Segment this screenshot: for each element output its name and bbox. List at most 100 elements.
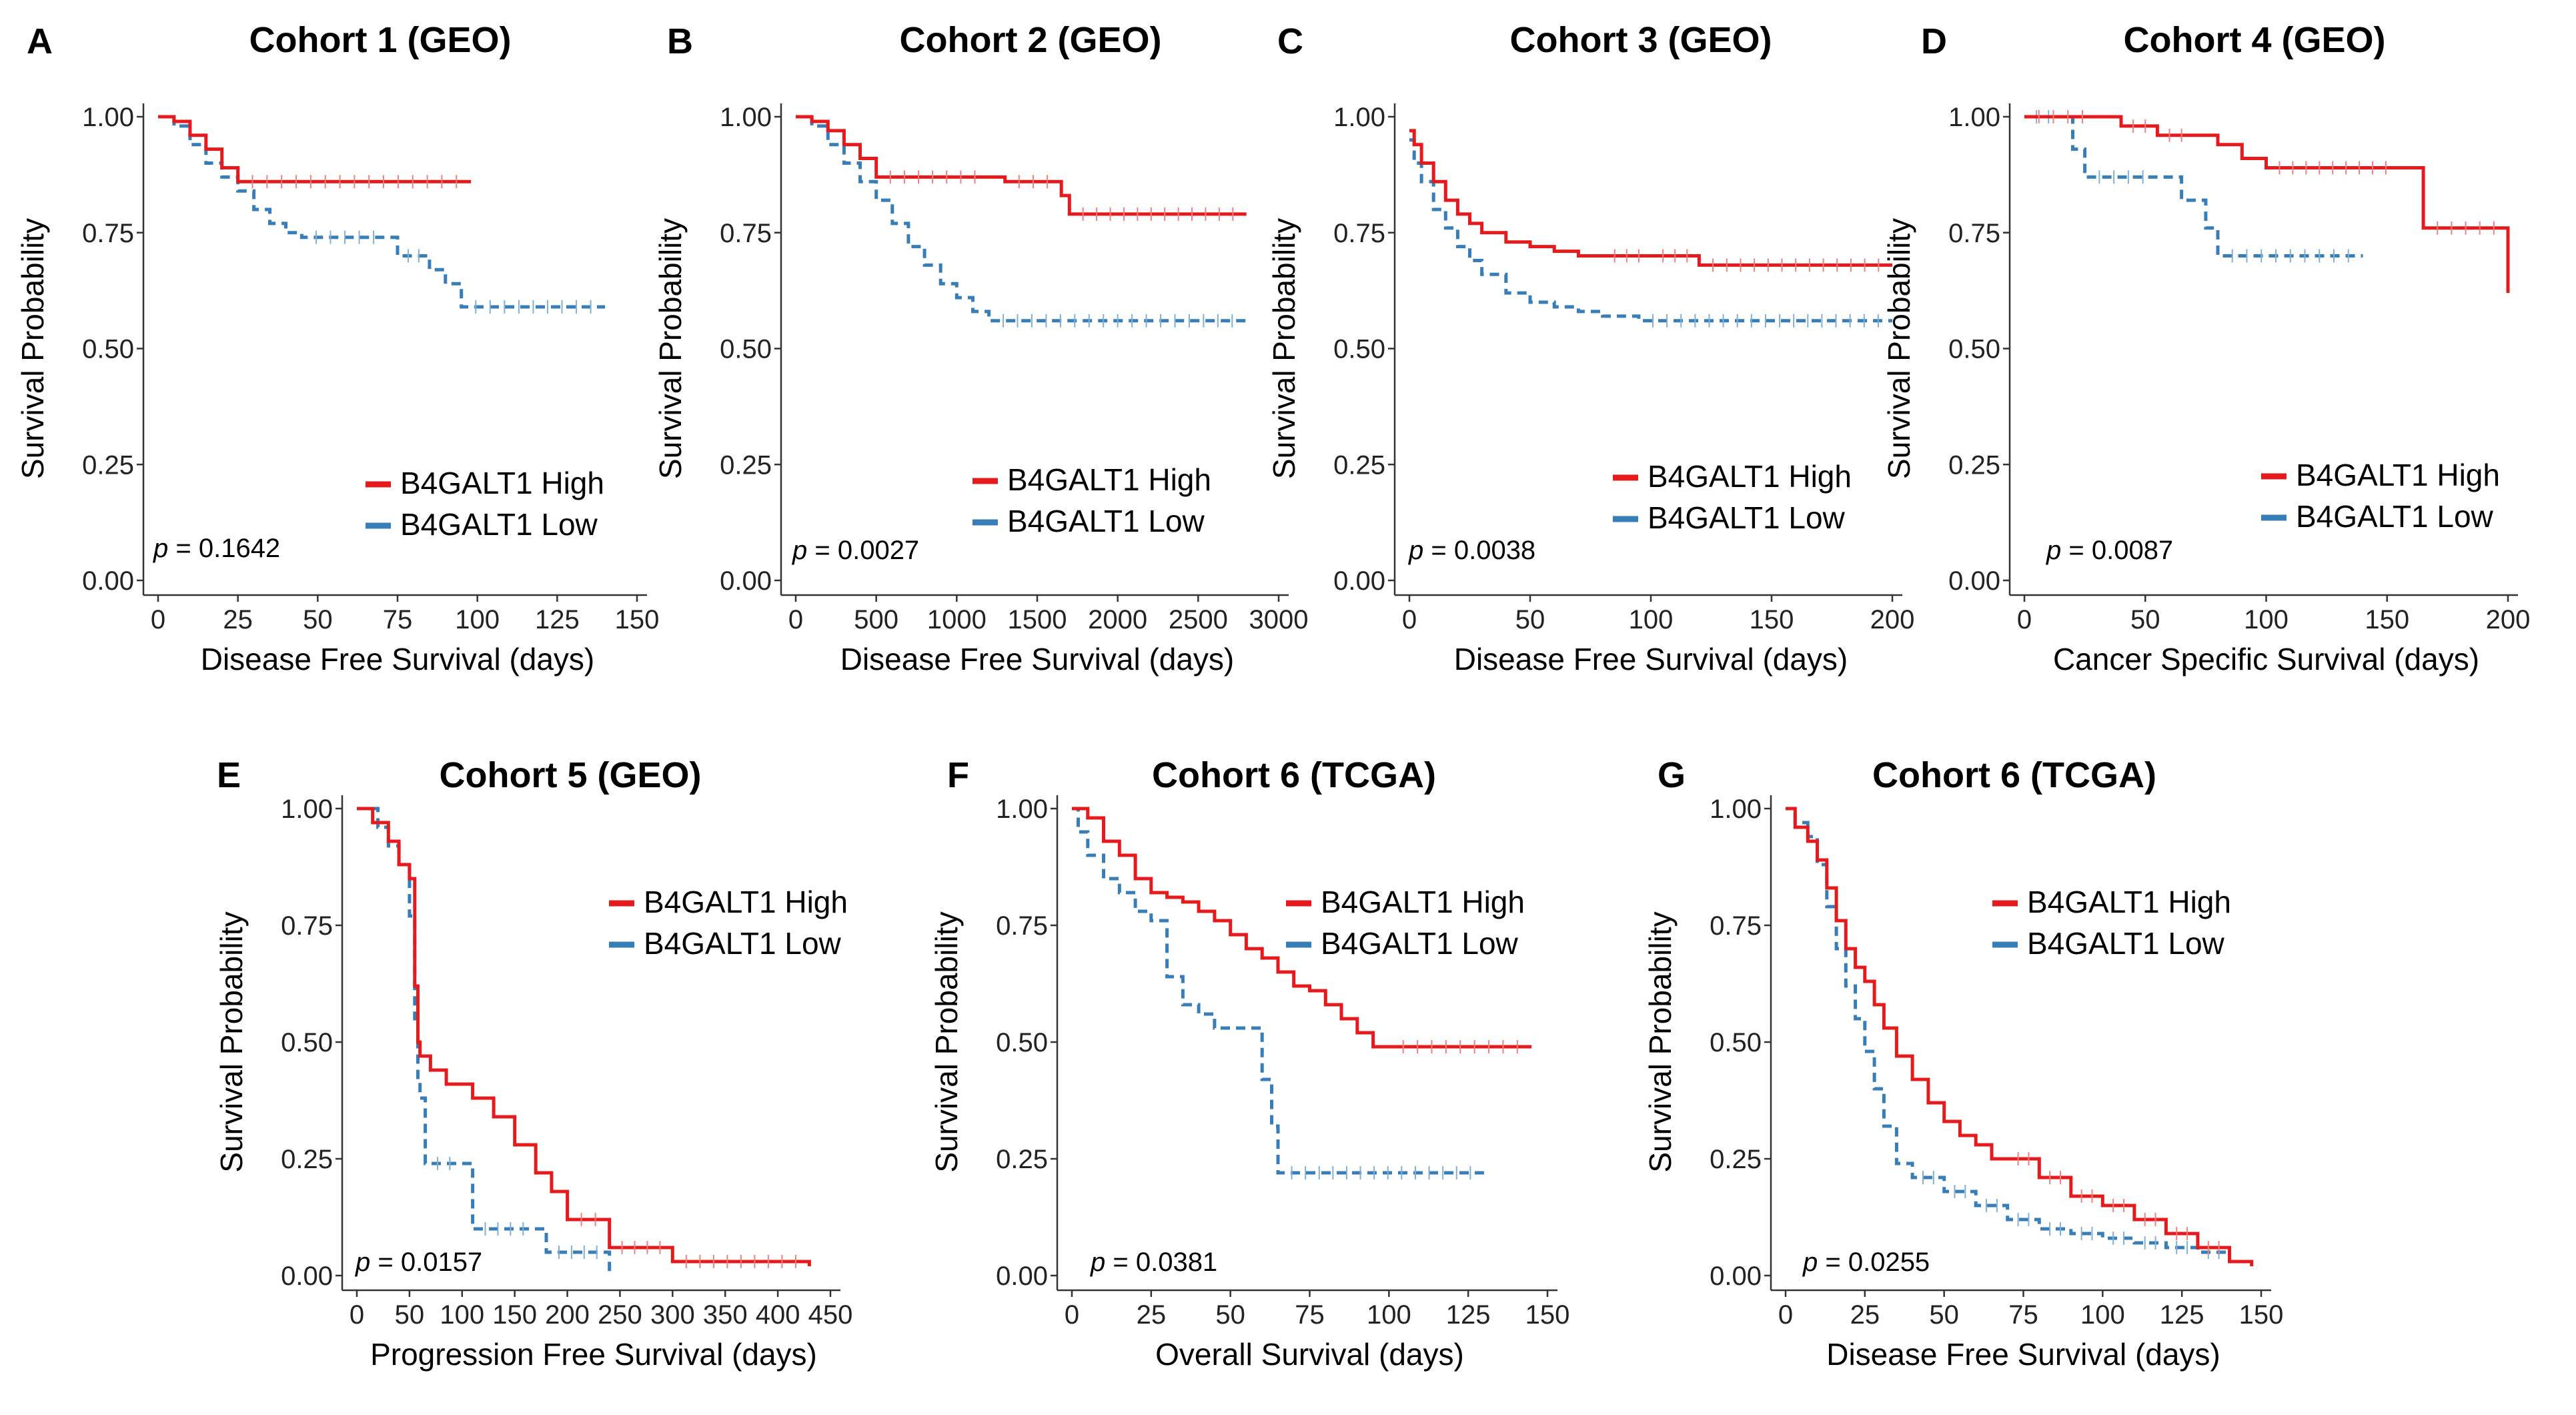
x-tick-label: 400 [756,1300,800,1330]
panel-letter: G [1658,755,1686,795]
x-tick-label: 150 [615,605,660,634]
legend-label-high: B4GALT1 High [400,466,604,500]
y-tick-label: 0.25 [720,450,772,480]
x-tick-label: 250 [598,1300,642,1330]
x-axis-label: Disease Free Survival (days) [1826,1337,2220,1372]
y-tick-label: 0.75 [720,219,772,248]
x-tick-label: 200 [1870,605,1915,634]
y-tick-label: 0.25 [82,450,134,480]
p-symbol: p [1090,1248,1105,1277]
y-axis-label: Survival Probability [1267,218,1301,479]
legend: B4GALT1 High B4GALT1 Low [1286,885,1525,961]
p-symbol: p [153,534,168,563]
x-tick-label: 100 [1367,1300,1411,1330]
p-value-text: p = 0.0381 [1090,1248,1217,1277]
panel-c: C Cohort 3 (GEO) 0.00 0.25 0.50 0.75 1.00 0 50 10… [1267,20,1914,676]
chart-title: Cohort 4 (GEO) [2124,20,2386,60]
x-tick-label: 100 [2244,605,2289,634]
y-tick-label: 0.00 [281,1262,333,1291]
panel-letter: E [217,755,241,795]
y-tick-label: 0.50 [1948,335,2000,364]
legend: B4GALT1 High B4GALT1 Low [1992,885,2231,961]
x-tick-label: 150 [2239,1300,2284,1330]
y-axis-label: Survival Probability [929,911,964,1172]
series-high-curve [2024,115,2510,294]
x-tick-label: 50 [303,605,333,634]
series-low-curve [1786,807,2231,1262]
panel-letter: B [667,21,693,61]
y-tick-label: 0.50 [281,1028,333,1057]
x-tick-label: 450 [808,1300,853,1330]
y-tick-label: 1.00 [1333,103,1385,132]
y-tick-label: 0.00 [720,566,772,596]
x-tick-label: 0 [1065,1300,1079,1330]
x-tick-label: 50 [1215,1300,1245,1330]
x-axis-label: Cancer Specific Survival (days) [2053,642,2479,676]
x-tick-label: 100 [440,1300,484,1330]
x-tick-label: 50 [1929,1300,1959,1330]
series-low-curve [357,807,612,1276]
y-tick-label: 0.50 [996,1028,1048,1057]
x-tick-label: 125 [1446,1300,1491,1330]
x-axis-label: Overall Survival (days) [1155,1337,1464,1372]
y-tick-label: 0.50 [82,335,134,364]
legend: B4GALT1 High B4GALT1 Low [1613,459,1852,535]
x-tick-label: 300 [650,1300,695,1330]
panel-letter: F [947,755,969,795]
legend-label-high: B4GALT1 High [1321,885,1525,919]
x-tick-label: 75 [2008,1300,2038,1330]
p-value: = 0.0157 [370,1248,482,1277]
x-tick-label: 1000 [927,605,987,634]
p-value: = 0.0087 [2061,536,2173,565]
x-tick-label: 0 [151,605,165,634]
legend: B4GALT1 High B4GALT1 Low [973,462,1211,538]
x-tick-label: 125 [535,605,580,634]
x-tick-label: 150 [1750,605,1794,634]
legend-label-low: B4GALT1 Low [1007,504,1205,538]
p-value-text: p = 0.1642 [153,534,280,563]
y-tick-label: 0.00 [82,566,134,596]
x-axis-label: Disease Free Survival (days) [840,642,1235,676]
y-tick-label: 1.00 [281,795,333,824]
x-tick-label: 350 [703,1300,748,1330]
legend-label-low: B4GALT1 Low [1321,926,1519,961]
panel-f: F Cohort 6 (TCGA) 0.00 0.25 0.50 0.75 1.00 0 25 5… [929,755,1569,1372]
series-high-curve [1409,129,1892,267]
panel-letter: A [27,21,53,61]
p-value-text: p = 0.0157 [355,1248,482,1277]
legend-label-low: B4GALT1 Low [400,507,598,542]
y-tick-label: 0.25 [281,1145,333,1174]
p-value: = 0.0381 [1105,1248,1217,1277]
y-tick-label: 0.50 [720,335,772,364]
x-tick-label: 25 [1850,1300,1880,1330]
p-value-text: p = 0.0027 [792,536,919,565]
x-tick-label: 2500 [1169,605,1228,634]
series-high-curve [357,807,811,1266]
x-tick-label: 0 [1402,605,1417,634]
chart-title: Cohort 6 (TCGA) [1152,755,1436,795]
p-value-text: p = 0.0038 [1408,536,1535,565]
legend-label-high: B4GALT1 High [644,885,848,919]
legend-label-low: B4GALT1 Low [2296,499,2494,534]
chart-title: Cohort 6 (TCGA) [1872,755,2156,795]
x-tick-label: 100 [2080,1300,2125,1330]
p-symbol: p [355,1248,370,1277]
panel-b: B Cohort 2 (GEO) 0.00 0.25 0.50 0.75 1.00 0 500 1… [653,20,1308,676]
panel-e: E Cohort 5 (GEO) 0.00 0.25 0.50 0.75 1.00 0 50 10… [214,755,852,1372]
y-tick-label: 0.75 [1333,219,1385,248]
series-high-curve [1072,807,1532,1049]
series-low-curve [796,115,1247,323]
y-tick-label: 0.75 [82,219,134,248]
x-axis-label: Disease Free Survival (days) [201,642,595,676]
p-value-text: p = 0.0087 [2046,536,2173,565]
panel-letter: C [1277,21,1303,61]
x-axis-label: Disease Free Survival (days) [1454,642,1848,676]
x-tick-label: 200 [2486,605,2531,634]
y-tick-label: 0.75 [281,911,333,941]
p-value: = 0.1642 [168,534,280,563]
chart-title: Cohort 5 (GEO) [440,755,702,795]
y-tick-label: 0.50 [1333,335,1385,364]
x-tick-label: 0 [350,1300,364,1330]
y-tick-label: 1.00 [1710,795,1762,824]
legend: B4GALT1 High B4GALT1 Low [366,466,604,542]
